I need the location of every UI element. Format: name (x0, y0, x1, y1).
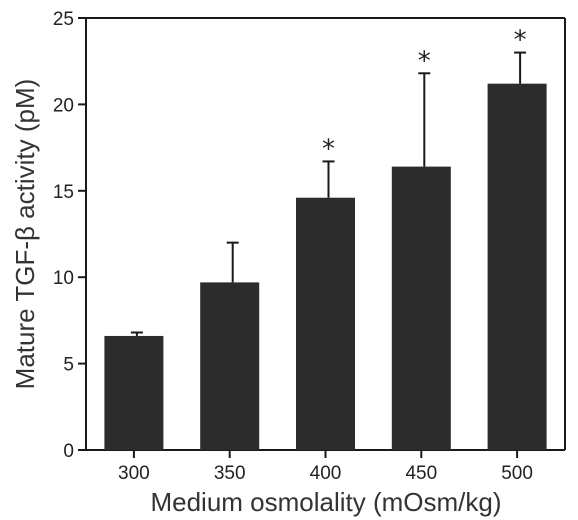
bar-350 (200, 282, 260, 450)
y-ticks: 0 5 10 15 20 25 (53, 9, 86, 462)
significance-marker: * (322, 134, 335, 164)
bar-450 (391, 166, 451, 450)
y-tick-label: 0 (63, 441, 74, 462)
x-tick-label: 450 (405, 463, 437, 484)
bar-500 (487, 83, 547, 450)
bar-300 (104, 335, 164, 450)
bar-400 (296, 197, 355, 450)
bars: * * * (104, 26, 547, 450)
y-tick-label: 20 (53, 95, 74, 116)
y-tick-label: 5 (63, 355, 74, 376)
x-tick-label: 350 (214, 463, 246, 484)
significance-marker: * (514, 26, 527, 56)
x-tick-label: 300 (118, 463, 150, 484)
y-tick-label: 15 (53, 182, 74, 203)
y-tick-label: 10 (53, 268, 74, 289)
x-axis-title: Medium osmolality (mOsm/kg) (150, 487, 501, 517)
x-tick-label: 400 (310, 463, 342, 484)
y-tick-label: 25 (53, 9, 74, 30)
x-ticks: 300 350 400 450 500 (118, 450, 533, 484)
y-axis-title: Mature TGF-β activity (pM) (10, 79, 40, 390)
significance-marker: * (418, 46, 431, 76)
plot-area (85, 17, 566, 451)
x-tick-label: 500 (501, 463, 533, 484)
